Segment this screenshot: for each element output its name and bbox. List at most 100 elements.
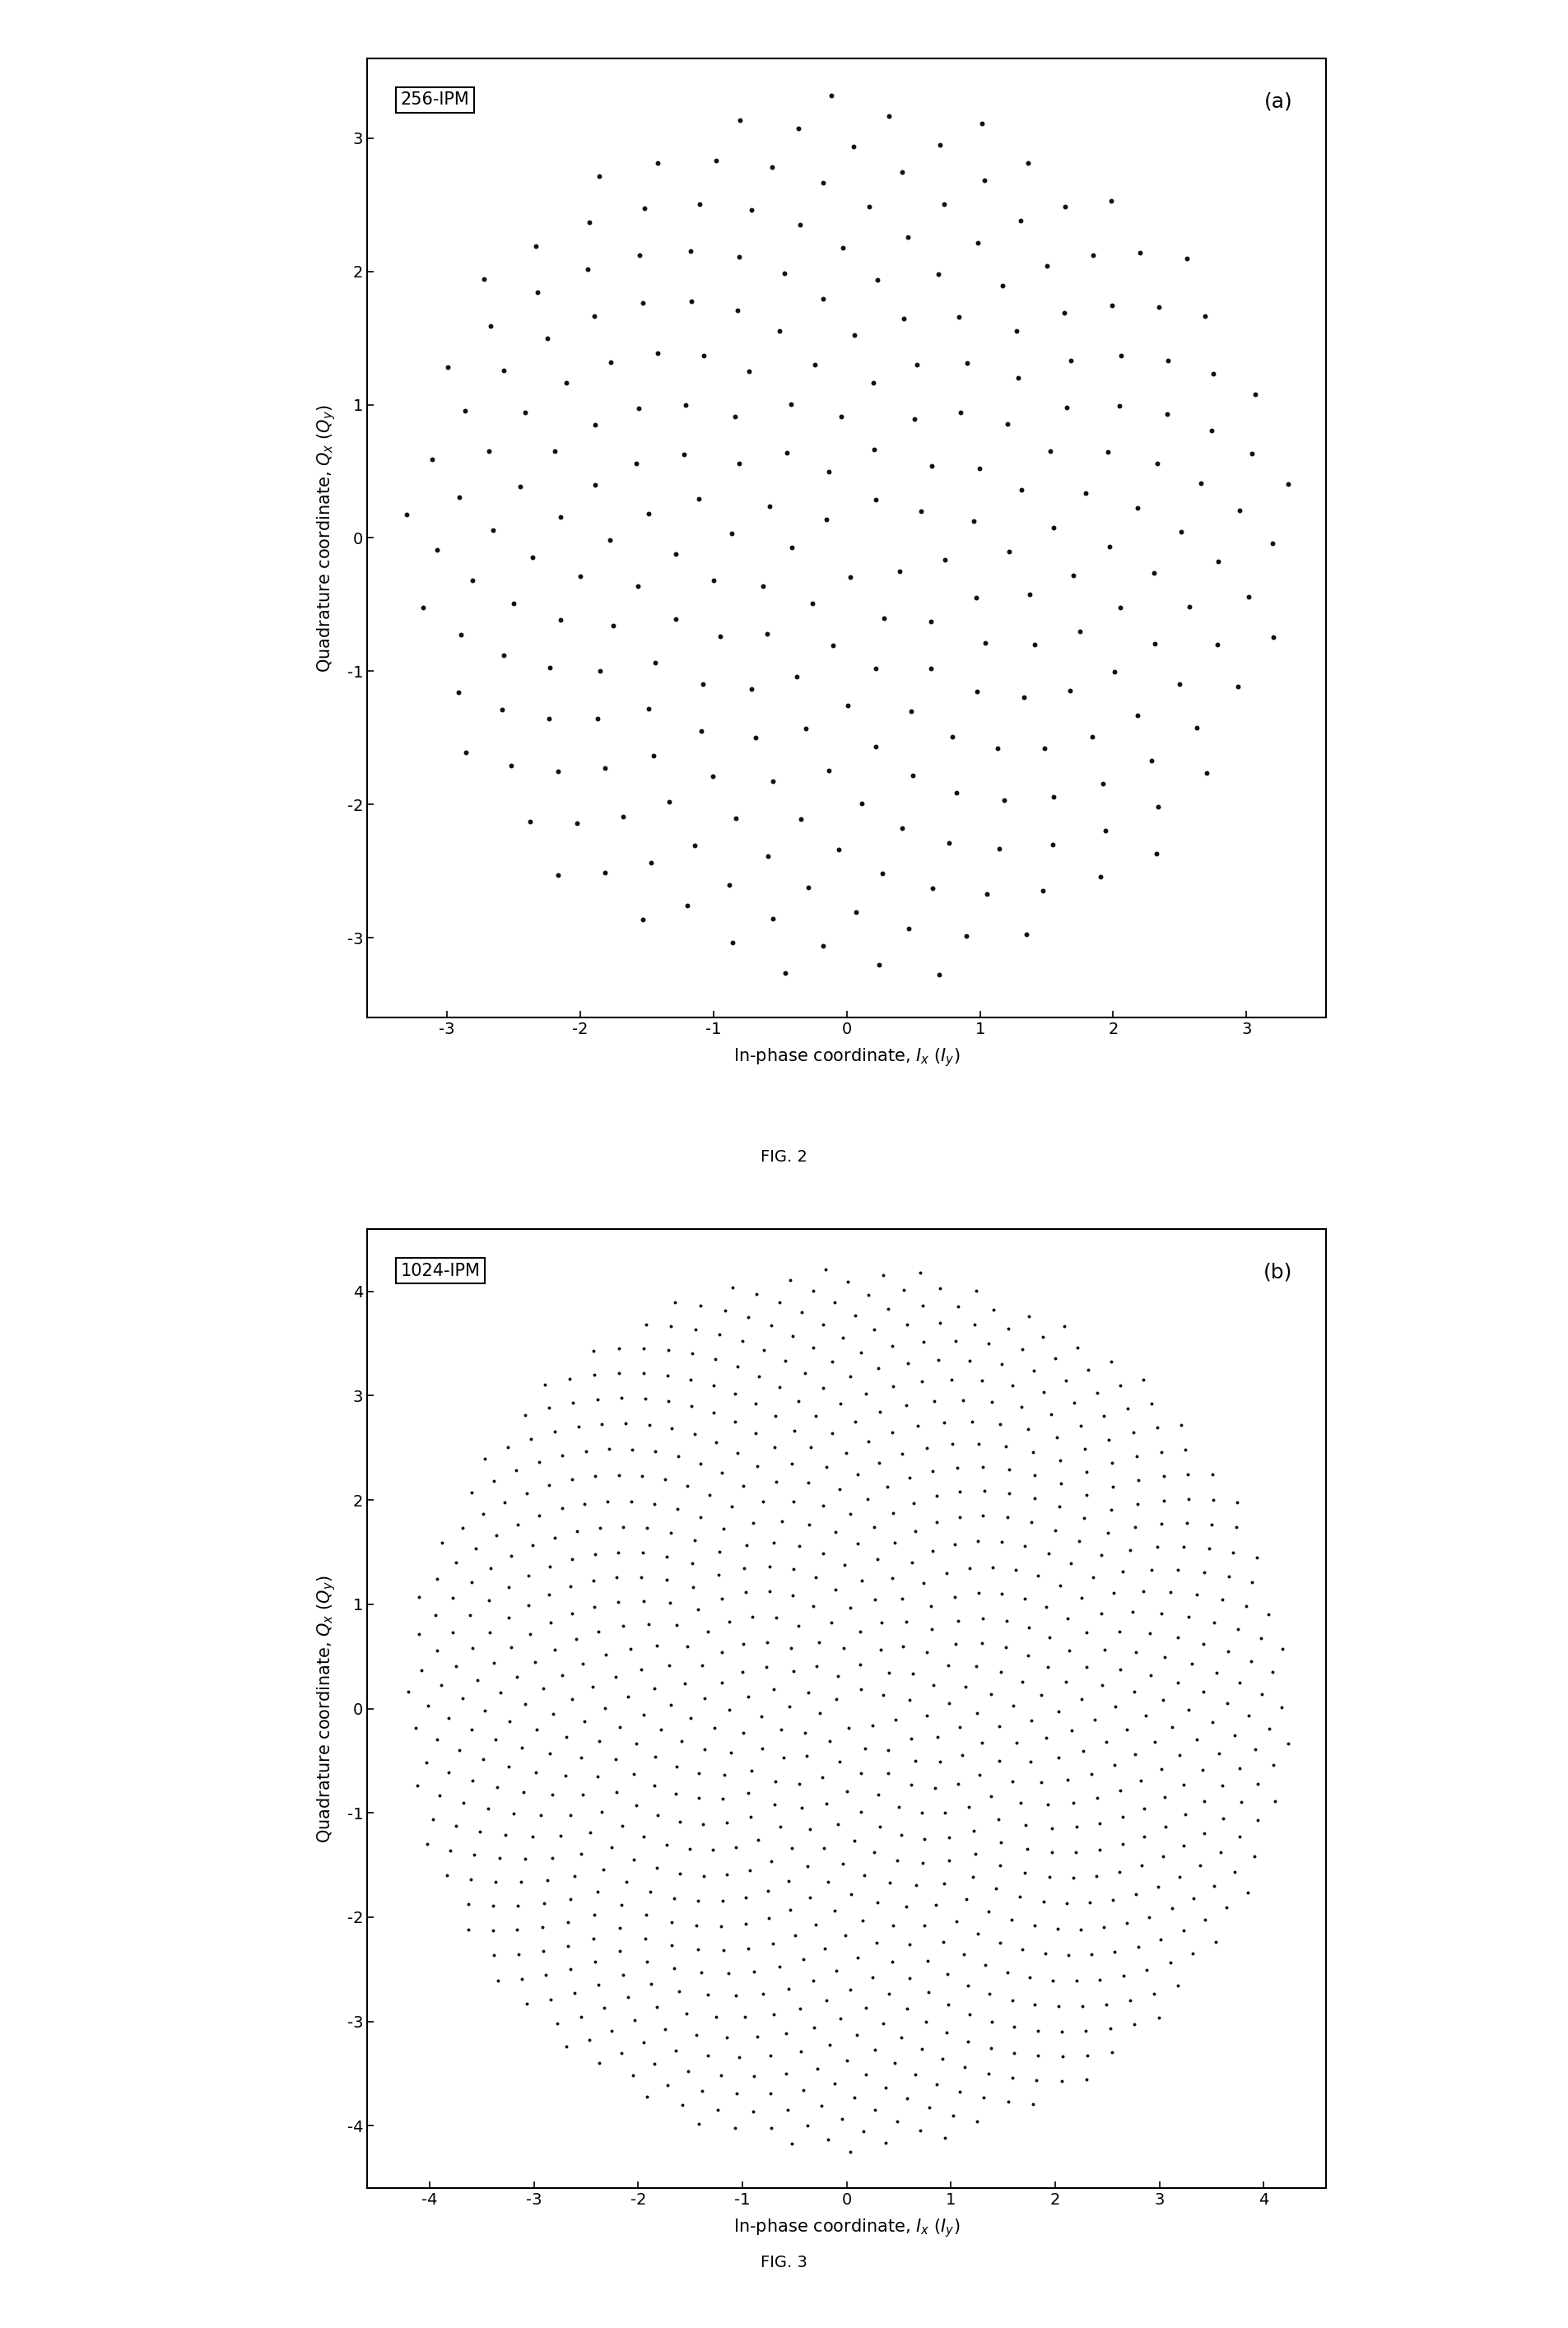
- Point: [1245, 1802, 1270, 1839]
- Point: [682, 1311, 707, 1348]
- Point: [1124, 1439, 1149, 1476]
- Point: [506, 1935, 532, 1972]
- Point: [845, 1455, 870, 1492]
- Point: [1033, 1720, 1058, 1758]
- Point: [828, 1385, 853, 1422]
- Point: [756, 1872, 781, 1909]
- Point: [554, 2028, 579, 2065]
- Point: [1142, 1723, 1167, 1760]
- Point: [688, 1446, 713, 1483]
- Point: [444, 1807, 469, 1844]
- Point: [856, 189, 881, 226]
- Point: [1091, 766, 1116, 803]
- Point: [558, 1881, 583, 1918]
- Point: [715, 2018, 740, 2056]
- Point: [572, 1485, 597, 1523]
- Point: [1063, 1809, 1088, 1846]
- Point: [687, 1779, 712, 1816]
- Point: [679, 1387, 704, 1425]
- Point: [797, 1464, 822, 1502]
- Point: [919, 447, 944, 484]
- Point: [883, 1702, 908, 1739]
- Point: [909, 1362, 935, 1399]
- Point: [629, 1557, 654, 1595]
- Point: [1184, 1720, 1209, 1758]
- Point: [1189, 466, 1214, 503]
- Point: [1029, 1676, 1054, 1713]
- Point: [1215, 1632, 1240, 1669]
- Point: [685, 1883, 710, 1921]
- Point: [790, 2072, 815, 2109]
- Point: [676, 2053, 701, 2091]
- Point: [530, 1932, 555, 1969]
- Point: [833, 1918, 858, 1956]
- Point: [1093, 1723, 1118, 1760]
- Point: [1088, 859, 1113, 896]
- Point: [550, 1436, 575, 1474]
- Point: [533, 1367, 558, 1404]
- Point: [924, 1504, 949, 1541]
- Point: [1221, 1716, 1247, 1753]
- Point: [933, 540, 958, 577]
- Point: [946, 1765, 971, 1802]
- Point: [902, 1485, 927, 1523]
- Point: [513, 393, 538, 431]
- Point: [662, 1951, 687, 1988]
- Point: [663, 1283, 688, 1320]
- Point: [881, 1495, 906, 1532]
- Point: [789, 1790, 814, 1827]
- Point: [1192, 1674, 1217, 1711]
- Point: [1046, 1692, 1071, 1730]
- Point: [1173, 1797, 1198, 1834]
- Point: [624, 445, 649, 482]
- Point: [1234, 1588, 1259, 1625]
- Point: [456, 1886, 481, 1923]
- Point: [495, 1748, 521, 1786]
- Point: [1029, 1765, 1054, 1802]
- Point: [1008, 473, 1033, 510]
- Point: [710, 1883, 735, 1921]
- Point: [881, 1367, 906, 1404]
- Point: [897, 1960, 922, 1997]
- Point: [524, 228, 549, 265]
- Point: [613, 1862, 638, 1900]
- Point: [982, 1290, 1007, 1327]
- Point: [1109, 338, 1134, 375]
- Point: [508, 1862, 533, 1900]
- Point: [1165, 1665, 1190, 1702]
- Point: [936, 1646, 961, 1683]
- Point: [513, 1841, 538, 1879]
- Point: [508, 468, 533, 505]
- Point: [514, 1986, 539, 2023]
- Point: [1054, 1662, 1079, 1699]
- Point: [737, 352, 762, 389]
- Point: [1176, 1481, 1201, 1518]
- Point: [1074, 1453, 1099, 1490]
- Point: [550, 1658, 575, 1695]
- Point: [891, 810, 916, 847]
- Point: [909, 1795, 935, 1832]
- Point: [687, 186, 712, 223]
- Point: [996, 405, 1021, 442]
- Point: [1007, 1879, 1032, 1916]
- Point: [1099, 1490, 1124, 1527]
- Point: [632, 1381, 657, 1418]
- Point: [808, 1695, 833, 1732]
- Point: [568, 559, 593, 596]
- Point: [643, 1739, 668, 1776]
- Point: [739, 670, 764, 708]
- Point: [942, 1525, 967, 1562]
- Point: [746, 1820, 771, 1858]
- Point: [800, 1271, 825, 1308]
- Point: [1171, 1765, 1196, 1802]
- Point: [1193, 1902, 1218, 1939]
- Point: [925, 1341, 950, 1378]
- Point: [691, 338, 717, 375]
- Point: [750, 1974, 775, 2011]
- Point: [1041, 778, 1066, 815]
- Point: [516, 1557, 541, 1595]
- Point: [566, 1408, 591, 1446]
- Point: [643, 2046, 668, 2084]
- Point: [790, 1294, 815, 1332]
- Point: [859, 1958, 884, 1995]
